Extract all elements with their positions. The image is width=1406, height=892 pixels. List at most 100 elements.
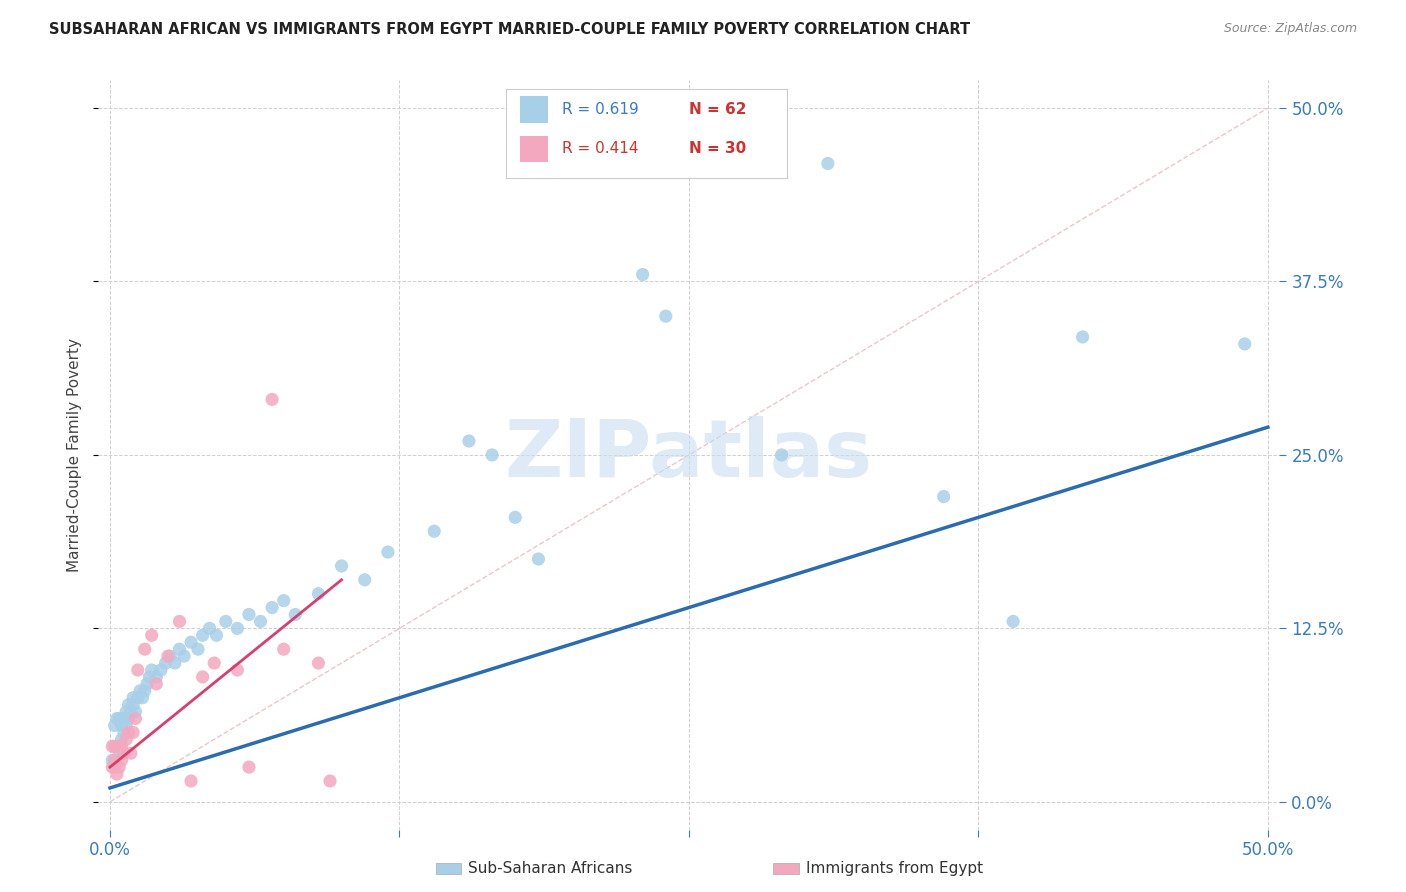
Point — [115, 718, 138, 732]
Point — [124, 712, 146, 726]
Point — [141, 663, 163, 677]
Point — [120, 705, 142, 719]
Point — [262, 600, 284, 615]
Point — [105, 739, 128, 754]
Point — [156, 649, 179, 664]
Point — [180, 774, 202, 789]
Point — [112, 725, 135, 739]
Text: R = 0.619: R = 0.619 — [562, 103, 640, 117]
Point — [330, 558, 353, 573]
Point — [117, 698, 139, 712]
Point — [173, 649, 195, 664]
Point — [159, 649, 181, 664]
Y-axis label: Married-Couple Family Poverty: Married-Couple Family Poverty — [67, 338, 83, 572]
Point — [122, 690, 145, 705]
Point — [117, 725, 139, 739]
Point — [127, 690, 149, 705]
Point — [191, 670, 214, 684]
Point — [101, 760, 124, 774]
Text: Sub-Saharan Africans: Sub-Saharan Africans — [468, 862, 633, 876]
Point — [527, 552, 550, 566]
Point — [770, 448, 793, 462]
Point — [108, 739, 131, 754]
Point — [105, 712, 128, 726]
Point — [273, 642, 295, 657]
Text: ZIPatlas: ZIPatlas — [505, 416, 873, 494]
Point — [104, 760, 127, 774]
Point — [110, 732, 132, 747]
Point — [353, 573, 375, 587]
Point — [104, 718, 127, 732]
Point — [108, 760, 131, 774]
Point — [105, 767, 128, 781]
Point — [1002, 615, 1025, 629]
Point — [631, 268, 654, 282]
Point — [458, 434, 481, 448]
Point — [226, 621, 249, 635]
Point — [101, 753, 124, 767]
Point — [131, 690, 153, 705]
Text: N = 30: N = 30 — [689, 142, 747, 156]
Point — [108, 746, 131, 760]
Point — [163, 656, 186, 670]
Point — [141, 628, 163, 642]
Point — [112, 712, 135, 726]
Point — [932, 490, 955, 504]
Point — [1233, 337, 1256, 351]
Point — [110, 739, 132, 754]
Point — [307, 587, 329, 601]
Point — [503, 510, 526, 524]
Point — [202, 656, 225, 670]
Point — [1071, 330, 1094, 344]
Bar — [520, 96, 548, 123]
Point — [817, 156, 839, 170]
Point — [155, 656, 177, 670]
Point — [134, 683, 156, 698]
Point — [104, 753, 127, 767]
Point — [238, 607, 260, 622]
Point — [101, 739, 124, 754]
Point — [134, 642, 156, 657]
Point — [249, 615, 271, 629]
Point — [110, 718, 132, 732]
Point — [215, 615, 238, 629]
Text: SUBSAHARAN AFRICAN VS IMMIGRANTS FROM EGYPT MARRIED-COUPLE FAMILY POVERTY CORREL: SUBSAHARAN AFRICAN VS IMMIGRANTS FROM EG… — [49, 22, 970, 37]
Point — [319, 774, 342, 789]
Point — [169, 615, 191, 629]
Point — [655, 309, 678, 323]
Point — [226, 663, 249, 677]
Point — [115, 732, 138, 747]
Point — [307, 656, 329, 670]
Point — [112, 746, 135, 760]
Point — [127, 663, 149, 677]
Point — [423, 524, 446, 539]
Point — [180, 635, 202, 649]
Point — [138, 670, 160, 684]
Point — [104, 739, 127, 754]
Point — [136, 677, 159, 691]
Point — [481, 448, 503, 462]
Point — [169, 642, 191, 657]
Point — [187, 642, 209, 657]
Text: Source: ZipAtlas.com: Source: ZipAtlas.com — [1223, 22, 1357, 36]
Bar — [520, 136, 548, 162]
Point — [145, 677, 167, 691]
Point — [262, 392, 284, 407]
Point — [122, 698, 145, 712]
Point — [110, 753, 132, 767]
Point — [205, 628, 228, 642]
Point — [191, 628, 214, 642]
Text: N = 62: N = 62 — [689, 103, 747, 117]
Text: R = 0.414: R = 0.414 — [562, 142, 638, 156]
Point — [115, 705, 138, 719]
Point — [120, 746, 142, 760]
Point — [122, 725, 145, 739]
Point — [129, 683, 152, 698]
Point — [284, 607, 307, 622]
Point — [149, 663, 172, 677]
Point — [377, 545, 399, 559]
Point — [145, 670, 167, 684]
Text: Immigrants from Egypt: Immigrants from Egypt — [806, 862, 983, 876]
Point — [198, 621, 221, 635]
Point — [238, 760, 260, 774]
